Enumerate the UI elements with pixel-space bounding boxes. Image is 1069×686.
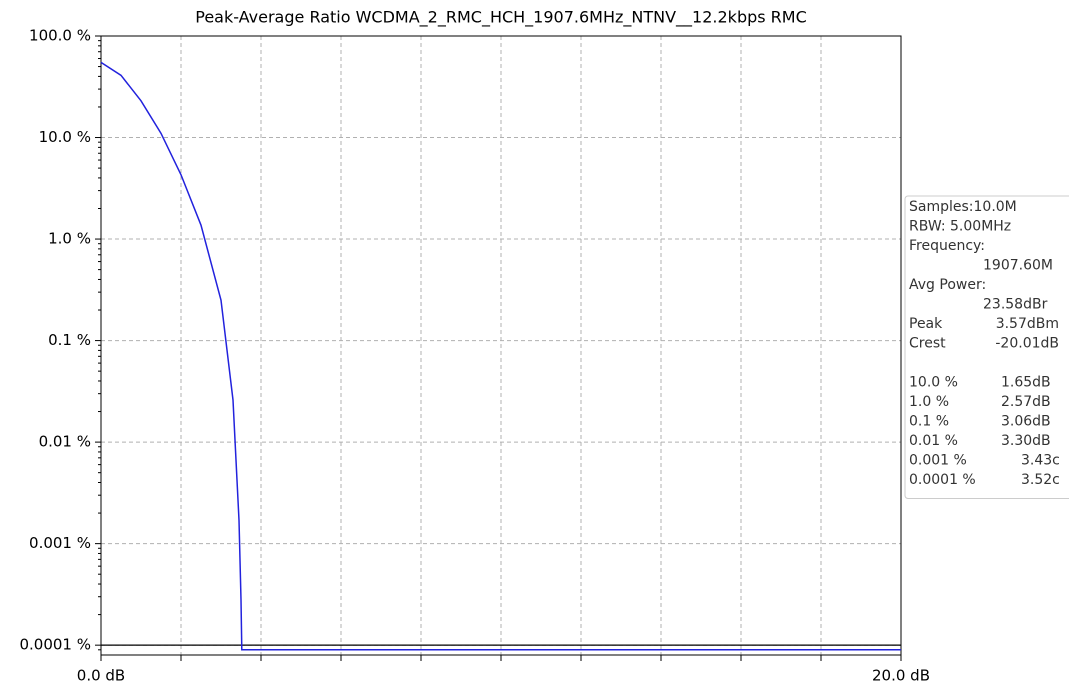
y-tick-label: 0.001 %	[29, 534, 91, 552]
y-tick-label: 100.0 %	[29, 27, 91, 45]
percentile-label: 0.1 %	[909, 414, 949, 430]
percentile-value: 2.57dB	[1001, 394, 1051, 410]
stats-line: Avg Power:	[909, 277, 986, 293]
stats-line: RBW: 5.00MHz	[909, 219, 1011, 235]
percentile-label: 10.0 %	[909, 375, 958, 391]
stats-line: Samples:10.0M	[909, 199, 1017, 215]
x-tick-label: 20.0 dB	[872, 667, 930, 685]
y-tick-label: 0.0001 %	[19, 636, 91, 654]
chart-title: Peak-Average Ratio WCDMA_2_RMC_HCH_1907.…	[195, 8, 807, 28]
y-tick-label: 0.1 %	[48, 331, 91, 349]
percentile-value: 1.65dB	[1001, 375, 1051, 391]
percentile-value: 3.06dB	[1001, 414, 1051, 430]
stats-value: 3.57dBm	[996, 316, 1059, 332]
percentile-label: 0.001 %	[909, 453, 967, 469]
percentile-label: 1.0 %	[909, 394, 949, 410]
stats-line: 23.58dBr	[983, 297, 1048, 313]
stats-line: 1907.60M	[983, 258, 1053, 274]
stats-value: -20.01dB	[995, 336, 1059, 352]
y-tick-label: 0.01 %	[39, 433, 91, 451]
stats-box	[904, 195, 1069, 499]
stats-label: Peak	[909, 316, 943, 332]
plot-frame	[100, 35, 902, 656]
y-tick-label: 1.0 %	[48, 230, 91, 248]
stats-label: Crest	[909, 336, 946, 352]
y-tick-label: 10.0 %	[39, 128, 91, 146]
percentile-value: 3.30dB	[1001, 433, 1051, 449]
data-line	[100, 61, 901, 651]
stats-line: Frequency:	[909, 238, 985, 254]
percentile-label: 0.0001 %	[909, 472, 976, 488]
percentile-label: 0.01 %	[909, 433, 958, 449]
percentile-value: 3.43c	[1021, 453, 1060, 469]
x-tick-label: 0.0 dB	[77, 667, 125, 685]
percentile-value: 3.52c	[1021, 472, 1060, 488]
